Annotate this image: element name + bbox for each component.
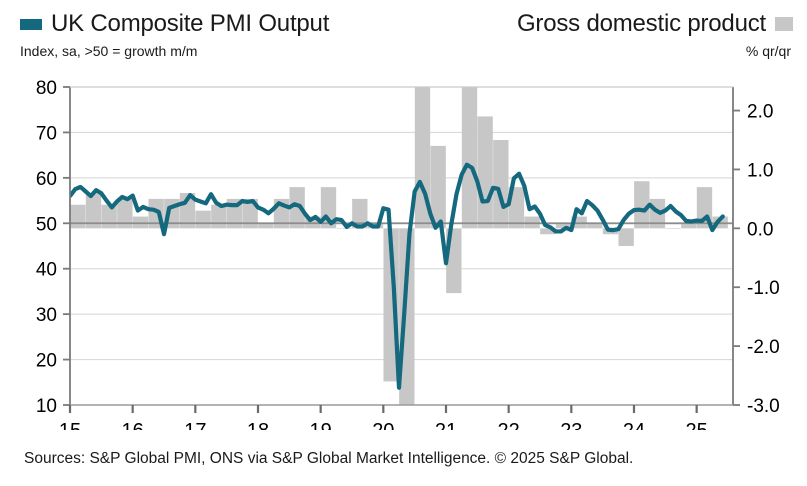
chart-svg: 10 20 30 40 50 60 70 80 -3.0 -2.0 -1.0 0.0 1.0 2.0 1… (36, 78, 780, 430)
legend-swatch-bar-icon (775, 17, 793, 31)
svg-text:50: 50 (36, 214, 57, 235)
legend-label-pmi: UK Composite PMI Output (51, 10, 330, 37)
left-axis-unit-label: Index, sa, >50 = growth m/m (20, 43, 198, 59)
legend-swatch-line-icon (20, 18, 42, 30)
legend-label-gdp: Gross domestic product (516, 10, 766, 37)
svg-text:70: 70 (36, 123, 57, 144)
svg-text:24: 24 (623, 420, 645, 430)
svg-text:20: 20 (36, 351, 57, 372)
svg-text:-3.0: -3.0 (747, 396, 780, 417)
chart-legend: UK Composite PMI Output Gross domestic p… (0, 0, 807, 70)
svg-text:0.0: 0.0 (747, 219, 773, 240)
x-axis-tick-labels: 15 16 17 18 19 20 21 22 23 24 25 (59, 420, 708, 430)
plot-area: 10 20 30 40 50 60 70 80 -3.0 -2.0 -1.0 0.0 1.0 2.0 1… (0, 70, 807, 430)
svg-text:2.0: 2.0 (747, 102, 773, 123)
svg-text:15: 15 (59, 420, 81, 430)
svg-text:18: 18 (247, 420, 269, 430)
svg-text:20: 20 (372, 420, 394, 430)
axis-frame (63, 86, 740, 413)
legend-item-pmi: UK Composite PMI Output (20, 10, 329, 38)
svg-text:60: 60 (36, 169, 57, 190)
svg-text:80: 80 (36, 78, 57, 99)
svg-text:40: 40 (36, 260, 57, 281)
svg-text:25: 25 (686, 420, 708, 430)
svg-text:1.0: 1.0 (747, 160, 773, 181)
right-axis-tick-labels: -3.0 -2.0 -1.0 0.0 1.0 2.0 (747, 102, 780, 417)
legend-item-gdp: Gross domestic product (517, 10, 793, 38)
svg-text:-2.0: -2.0 (747, 337, 780, 358)
svg-text:19: 19 (310, 420, 332, 430)
svg-text:17: 17 (184, 420, 206, 430)
svg-text:23: 23 (560, 420, 582, 430)
left-axis-tick-labels: 10 20 30 40 50 60 70 80 (36, 78, 57, 417)
svg-text:30: 30 (36, 305, 57, 326)
right-axis-unit-label: % qr/qr (745, 43, 791, 59)
svg-text:10: 10 (36, 396, 57, 417)
svg-text:-1.0: -1.0 (747, 278, 780, 299)
svg-text:16: 16 (122, 420, 144, 430)
svg-text:21: 21 (435, 420, 457, 430)
source-note: Sources: S&P Global PMI, ONS via S&P Glo… (24, 450, 634, 467)
pmi-line (70, 162, 725, 390)
svg-text:22: 22 (498, 420, 520, 430)
